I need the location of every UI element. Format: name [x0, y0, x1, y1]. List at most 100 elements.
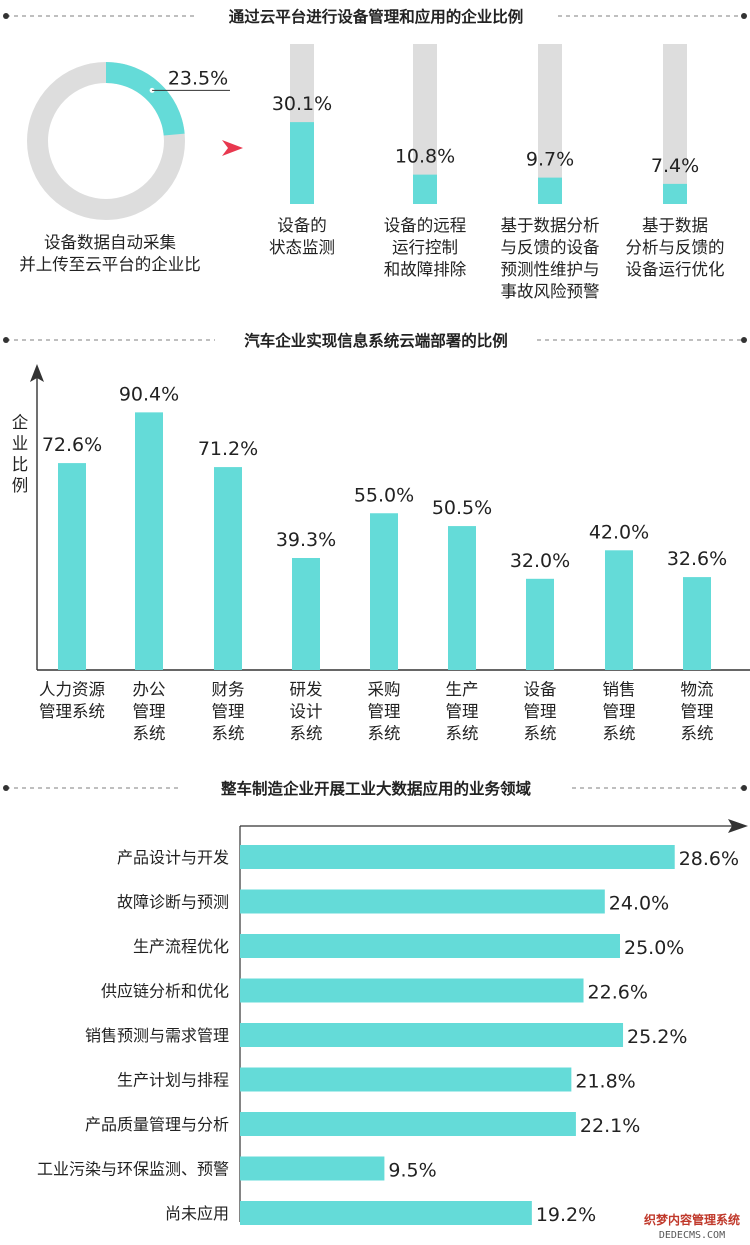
usage-category-label: 生产计划与排程 [117, 1071, 229, 1090]
section2-header: 汽车企业实现信息系统云端部署的比例 [3, 331, 747, 350]
usage-bar [240, 1112, 576, 1136]
systems-category-label: 办公 [133, 680, 166, 699]
watermark-line1: 织梦内容管理系统 [644, 1212, 740, 1227]
systems-bar-value: 32.0% [510, 550, 570, 572]
systems-category-label: 生产 [446, 680, 479, 699]
systems-category-label: 管理 [368, 702, 401, 721]
usage-bar-value: 9.5% [388, 1160, 436, 1182]
watermark-box [636, 1208, 748, 1243]
device-category-label: 和故障排除 [384, 260, 467, 279]
systems-category-label: 研发 [290, 680, 323, 699]
section1-header: 通过云平台进行设备管理和应用的企业比例 [3, 7, 747, 26]
device-bar-track [663, 44, 687, 204]
device-bar-value: 10.8% [395, 146, 455, 168]
systems-category-label: 系统 [212, 724, 245, 743]
device-category-label: 事故风险预警 [501, 282, 600, 301]
device-bar [413, 174, 437, 204]
usage-hbars-chart: 产品设计与开发 28.6% 故障诊断与预测 24.0% 生产流程优化 25.0% 供应链分析… [37, 845, 739, 1226]
usage-bar [240, 1067, 572, 1092]
donut-caption-line: 设备数据自动采集 [44, 233, 176, 252]
section1-divider-dot-left [3, 13, 9, 19]
systems-category-label: 系统 [603, 724, 636, 743]
device-bar-value: 30.1% [272, 93, 332, 115]
device-category-label: 分析与反馈的 [626, 238, 725, 257]
systems-category-label: 系统 [446, 724, 479, 743]
systems-category-label: 管理系统 [39, 702, 105, 721]
pointer-arrow-icon [222, 140, 243, 156]
section2-divider-dot-right [741, 337, 747, 343]
usage-bar-value: 19.2% [536, 1204, 596, 1226]
device-bar [538, 177, 562, 204]
device-bar [290, 122, 314, 204]
usage-category-label: 工业污染与环保监测、预警 [37, 1160, 229, 1179]
usage-bar [240, 1156, 385, 1181]
usage-category-label: 产品设计与开发 [117, 848, 229, 867]
systems-category-label: 系统 [368, 724, 401, 743]
systems-category-label: 采购 [368, 680, 401, 699]
device-bar-value: 7.4% [651, 155, 699, 177]
device-category-label: 设备的 [277, 216, 327, 235]
device-category-label: 设备运行优化 [626, 260, 725, 279]
systems-category-label: 系统 [524, 724, 557, 743]
systems-category-label: 管理 [212, 702, 245, 721]
systems-bar [605, 550, 633, 670]
systems-category-label: 管理 [603, 702, 636, 721]
usage-bar-value: 25.2% [627, 1026, 687, 1048]
usage-bar [240, 1023, 624, 1047]
systems-bar [683, 577, 711, 670]
section1-title: 通过云平台进行设备管理和应用的企业比例 [229, 7, 524, 26]
section3-divider-dot-left [3, 785, 9, 791]
usage-category-label: 销售预测与需求管理 [85, 1026, 229, 1045]
systems-bar [526, 578, 554, 670]
systems-category-label: 物流 [681, 680, 714, 699]
systems-category-label: 设计 [290, 702, 323, 721]
section3-divider-dot-right [741, 785, 747, 791]
donut-value-label: 23.5% [168, 67, 228, 89]
systems-y-axis-arrow-icon [30, 364, 44, 382]
systems-bar-value: 42.0% [589, 521, 649, 543]
donut-caption-line: 并上传至云平台的企业比 [19, 255, 201, 274]
usage-category-label: 生产流程优化 [133, 937, 229, 956]
systems-category-label: 系统 [681, 724, 714, 743]
systems-bar-value: 32.6% [667, 548, 727, 570]
usage-category-label: 尚未应用 [165, 1204, 229, 1223]
systems-bar-value: 39.3% [276, 529, 336, 551]
donut-slice [106, 62, 185, 136]
usage-bar-value: 24.0% [609, 893, 669, 915]
device-category-label: 基于数据 [642, 216, 708, 235]
systems-category-label: 管理 [133, 702, 166, 721]
section3-title: 整车制造企业开展工业大数据应用的业务领域 [220, 779, 532, 798]
systems-bar-value: 71.2% [198, 438, 258, 460]
systems-bar-value: 90.4% [119, 383, 179, 405]
section2-divider-dot-left [3, 337, 9, 343]
systems-bar-value: 50.5% [432, 497, 492, 519]
systems-category-label: 人力资源 [39, 680, 105, 699]
systems-bar [214, 467, 242, 670]
usage-bar [240, 889, 605, 914]
systems-bar-value: 72.6% [42, 434, 102, 456]
usage-x-axis-arrow-icon [728, 819, 748, 833]
section1-divider-dot-right [741, 13, 747, 19]
device-category-label: 运行控制 [392, 238, 458, 257]
device-category-label: 基于数据分析 [501, 216, 600, 235]
systems-category-label: 系统 [133, 724, 166, 743]
systems-bar [448, 526, 476, 670]
section2-title: 汽车企业实现信息系统云端部署的比例 [244, 331, 508, 350]
usage-bar [240, 934, 620, 958]
systems-ylabel-char: 比 [12, 455, 29, 474]
systems-bar [370, 513, 398, 670]
usage-bar-value: 22.6% [588, 982, 648, 1004]
systems-category-label: 销售 [603, 680, 636, 699]
usage-bar-value: 25.0% [624, 937, 684, 959]
device-category-label: 与反馈的设备 [501, 238, 601, 257]
watermark: 织梦内容管理系统 DEDECMS.COM [636, 1208, 748, 1243]
usage-bar-value: 28.6% [679, 848, 739, 870]
usage-category-label: 产品质量管理与分析 [85, 1115, 229, 1134]
watermark-line2: DEDECMS.COM [659, 1230, 725, 1241]
systems-ylabel-char: 企 [12, 413, 29, 432]
usage-category-label: 故障诊断与预测 [117, 893, 229, 912]
